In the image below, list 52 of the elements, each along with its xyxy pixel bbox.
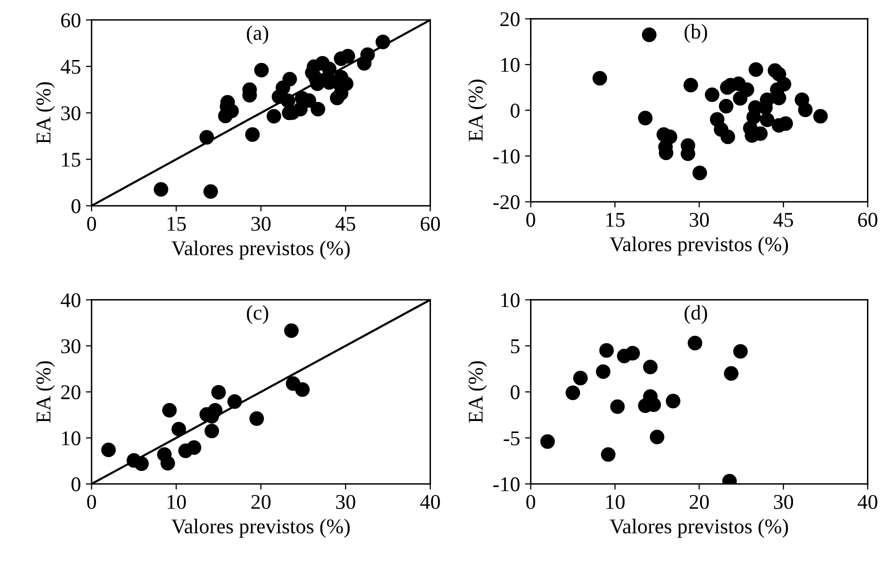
x-tick-label: 30 [336,494,356,510]
y-tick-label: 30 [61,339,80,354]
y-tick-label: 10 [501,293,520,308]
x-axis-title: Valores previstos (%) [171,518,350,538]
y-tick-label: 30 [61,106,80,120]
x-tick-label: 0 [526,494,536,510]
x-tick-label: 45 [773,212,794,227]
y-axis-title: EA (%) [468,361,487,423]
y-tick-label: 5 [511,339,520,354]
x-tick-label: 60 [420,216,440,231]
annotation: (d) [684,305,708,324]
x-tick-label: 40 [858,494,878,510]
annotation: (a) [246,25,268,44]
x-tick-label: 0 [526,212,536,227]
annotation: (b) [684,24,708,43]
y-tick-label: 60 [61,13,80,28]
annotation: (c) [246,305,268,324]
x-axis-title: Valores previstos (%) [610,518,788,538]
x-tick-label: 15 [168,216,186,231]
y-tick-label: 10 [501,58,520,72]
y-tick-label: 20 [61,385,80,400]
x-axis-title: Valores previstos (%) [610,236,788,256]
x-tick-label: 60 [858,212,878,227]
y-axis-title: EA (%) [36,361,55,423]
y-tick-label: 45 [60,60,80,74]
y-tick-label: 0 [510,104,520,118]
x-tick-label: 0 [87,216,96,231]
x-tick-label: 45 [336,216,356,231]
x-tick-label: 20 [251,494,271,510]
x-axis-title: Valores previstos (%) [171,240,350,260]
x-tick-label: 15 [606,212,625,227]
y-tick-label: 20 [500,12,520,26]
y-axis-title: EA (%) [468,80,487,142]
y-tick-label: 0 [510,385,520,400]
x-tick-label: 30 [690,212,709,227]
x-tick-label: 10 [606,494,625,510]
x-tick-label: 0 [87,494,96,510]
y-axis-title: EA (%) [36,82,55,144]
x-tick-label: 30 [252,216,271,231]
x-tick-label: 10 [168,494,186,510]
y-tick-label: 15 [62,152,80,167]
y-tick-label: -5 [504,431,520,446]
y-tick-label: 10 [62,431,80,446]
y-tick-label: 0 [72,199,80,214]
x-tick-label: 40 [420,494,440,510]
y-tick-label: -20 [493,195,520,210]
y-tick-label: -10 [493,149,520,164]
x-tick-label: 20 [690,494,709,510]
x-tick-label: 30 [774,494,794,510]
y-tick-label: -10 [493,477,520,492]
y-tick-label: 40 [60,293,80,308]
y-tick-label: 0 [72,477,80,492]
